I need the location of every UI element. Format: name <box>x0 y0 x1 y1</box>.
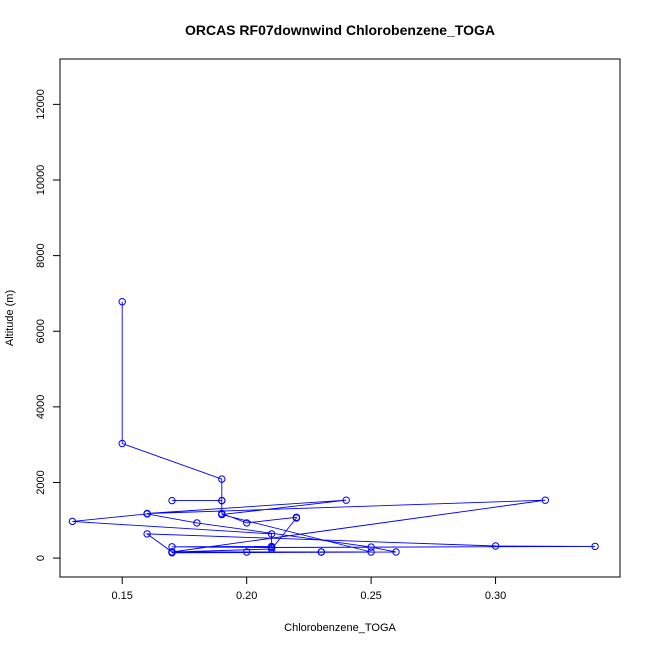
data-point <box>541 496 549 504</box>
data-point <box>143 530 151 538</box>
y-tick-label: 8000 <box>35 243 47 267</box>
data-point <box>118 298 126 306</box>
data-point <box>491 542 500 550</box>
data-point <box>317 548 325 556</box>
data-point <box>243 519 251 527</box>
x-tick-label: 0.30 <box>485 590 506 602</box>
x-tick-label: 0.25 <box>360 590 381 602</box>
data-point <box>168 496 176 505</box>
plot-area-border <box>59 58 621 578</box>
data-point <box>591 542 599 551</box>
data-point <box>342 496 350 504</box>
series-layer <box>68 298 599 557</box>
data-point <box>267 543 276 552</box>
data-point <box>118 439 126 448</box>
y-tick-label: 0 <box>35 555 47 561</box>
chart-title: ORCAS RF07downwind Chlorobenzene_TOGA <box>185 22 495 38</box>
x-axis-label: Chlorobenzene_TOGA <box>284 622 396 634</box>
y-tick-label: 4000 <box>35 395 47 419</box>
data-point <box>193 519 201 527</box>
x-axis: 0.15 0.20 0.25 0.30 <box>112 576 506 602</box>
series-line <box>72 301 596 554</box>
data-point <box>168 548 176 556</box>
y-axis-label: Altitude (m) <box>4 290 16 346</box>
data-point <box>392 548 400 556</box>
data-point <box>218 510 226 519</box>
data-point <box>292 514 301 522</box>
data-point <box>68 517 77 526</box>
data-point <box>218 475 226 483</box>
x-tick-label: 0.20 <box>236 590 257 602</box>
data-point <box>267 530 276 538</box>
y-tick-label: 2000 <box>35 470 47 494</box>
y-axis: 0 2000 4000 6000 8000 10000 12000 <box>35 89 61 561</box>
data-point <box>367 548 375 556</box>
data-point <box>168 543 176 551</box>
data-point <box>143 509 151 518</box>
data-point <box>367 543 375 551</box>
data-point <box>243 548 251 556</box>
x-tick-label: 0.15 <box>112 590 133 602</box>
y-tick-label: 12000 <box>35 89 47 120</box>
data-point <box>218 496 226 505</box>
y-tick-label: 6000 <box>35 319 47 343</box>
y-tick-label: 10000 <box>35 165 47 196</box>
